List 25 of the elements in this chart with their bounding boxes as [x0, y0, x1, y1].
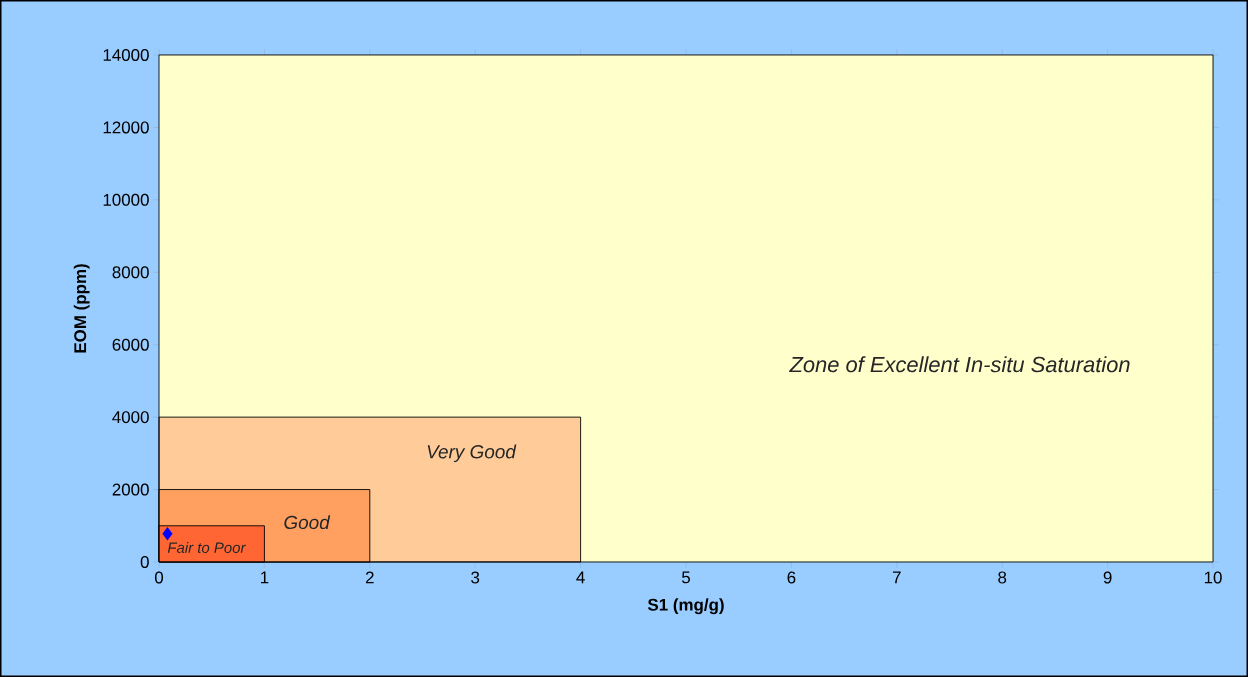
- y-tick-label: 14000: [103, 48, 149, 61]
- x-tick-label: 3: [471, 571, 480, 584]
- series-label: Very Good: [427, 444, 517, 463]
- x-tick-label: 2: [365, 571, 374, 584]
- x-tick-label: 1: [261, 571, 269, 584]
- y-tick-label: 12000: [103, 121, 149, 134]
- y-tick-label: 8000: [112, 266, 149, 279]
- series-label: Fair to Poor: [167, 542, 246, 553]
- y-axis-title: EOM (ppm): [73, 264, 90, 353]
- x-tick-label: 8: [998, 571, 1007, 584]
- y-tick-label: 10000: [103, 193, 149, 206]
- annotation: Zone of Excellent In-situ Saturation: [789, 356, 1130, 373]
- y-tick-label: 6000: [112, 338, 149, 351]
- x-tick-label: 0: [154, 571, 164, 584]
- series-label: Good: [284, 515, 331, 530]
- x-tick-label: 10: [1204, 571, 1222, 584]
- x-tick-label: 5: [681, 571, 691, 584]
- x-tick-label: 6: [787, 571, 796, 584]
- x-tick-label: 4: [576, 571, 585, 584]
- y-tick-label: 4000: [112, 411, 149, 424]
- y-tick-label: 2000: [112, 483, 149, 496]
- x-tick-label: 7: [892, 571, 901, 584]
- x-axis-title: S1 (mg/g): [647, 598, 724, 615]
- y-tick-label: 0: [140, 555, 149, 568]
- x-tick-label: 9: [1103, 571, 1112, 584]
